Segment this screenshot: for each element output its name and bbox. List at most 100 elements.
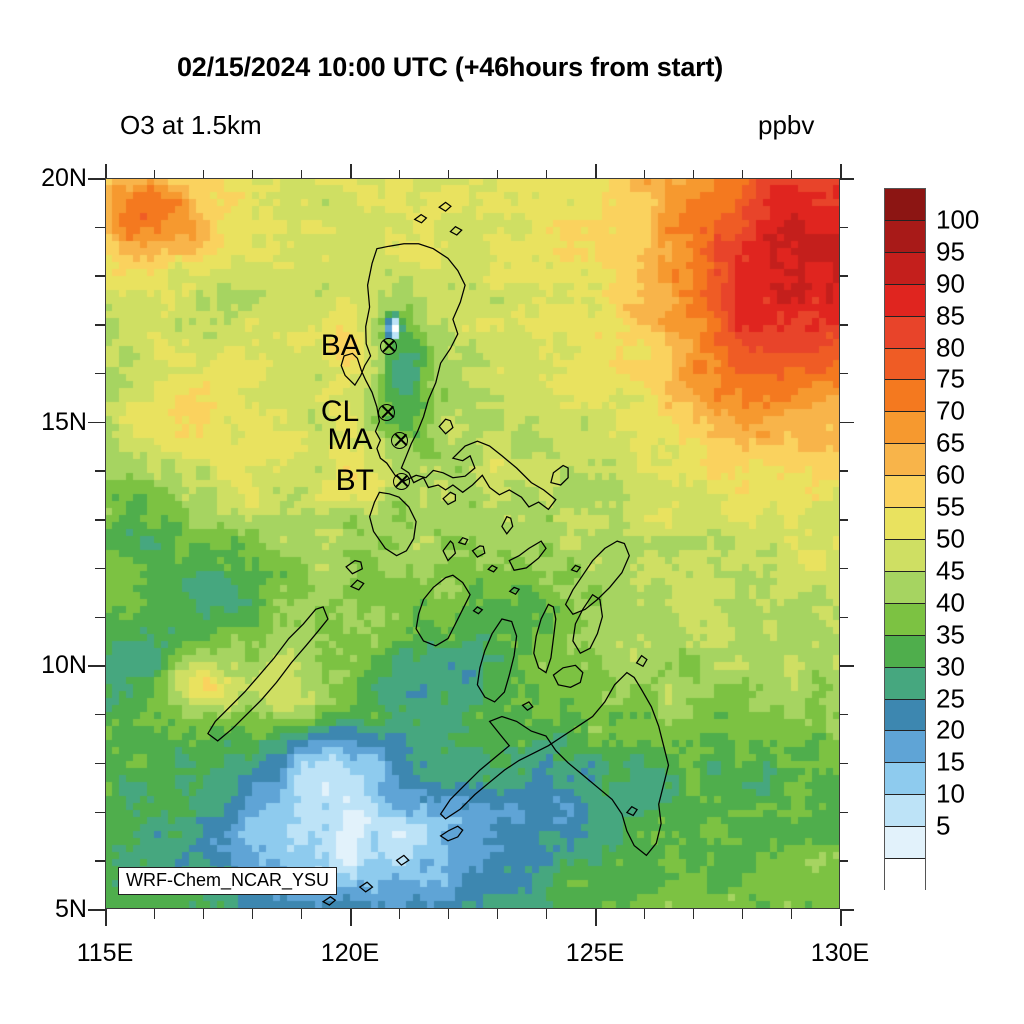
units-label: ppbv [758, 110, 815, 140]
y-tick-right [840, 324, 848, 326]
x-tick-top [742, 170, 744, 178]
y-tick [95, 762, 105, 765]
coastline-path [472, 606, 484, 615]
y-tick [88, 178, 105, 180]
x-tick-top [497, 170, 499, 178]
station-cross-circle-icon [392, 472, 410, 490]
colorbar-tick-label: 40 [936, 587, 965, 618]
coastline-path [501, 515, 514, 535]
colorbar-band [885, 380, 925, 413]
colorbar-tick-label: 65 [936, 427, 965, 458]
x-tick-top [546, 170, 548, 178]
coastline-path [508, 540, 547, 572]
y-tick-right [840, 226, 848, 229]
coastline-path [345, 559, 364, 575]
y-tick [95, 275, 105, 277]
colorbar-band [885, 220, 925, 253]
coastline-path [358, 881, 374, 893]
x-tick [203, 909, 205, 919]
coastline-overlay [207, 201, 670, 906]
x-tick-top [203, 170, 205, 178]
x-tick-top [595, 164, 597, 178]
y-tick [95, 226, 105, 229]
colorbar-tick-label: 85 [936, 300, 965, 331]
colorbar-tick-label: 45 [936, 555, 965, 586]
colorbar-band [885, 571, 925, 604]
colorbar-tick-label: 25 [936, 683, 965, 714]
page-title: 02/15/2024 10:00 UTC (+46hours from star… [176, 52, 724, 82]
colorbar-tick-label: 95 [936, 236, 965, 267]
x-axis-label: 130E [810, 939, 870, 967]
y-tick-right [840, 519, 848, 521]
colorbar-band [885, 635, 925, 668]
colorbar-band [885, 731, 925, 764]
station-code-label: MA [327, 422, 373, 456]
coastline-path [508, 586, 521, 595]
coastline-path [395, 854, 410, 866]
colorbar-tick-label: 50 [936, 523, 965, 554]
x-tick [301, 909, 303, 919]
x-tick [693, 909, 695, 919]
y-tick [95, 860, 105, 862]
x-tick [448, 909, 450, 919]
colorbar-band [885, 348, 925, 381]
coastline-path [439, 671, 670, 857]
model-watermark: WRF-Chem_NCAR_YSU [118, 867, 338, 895]
x-tick [252, 909, 254, 919]
y-tick-right [840, 567, 848, 570]
y-tick-right [840, 714, 848, 716]
coastline-path [572, 593, 604, 655]
x-tick [497, 909, 499, 919]
colorbar-tick-label: 75 [936, 363, 965, 394]
y-tick-right [840, 421, 854, 424]
y-tick [95, 714, 105, 716]
y-tick-right [840, 811, 848, 813]
coastline-path [442, 540, 457, 562]
y-axis-label: 5N [55, 895, 87, 923]
coastline-path [625, 805, 639, 817]
x-tick-top [644, 170, 646, 178]
coastline-path [476, 618, 518, 703]
y-tick [95, 616, 105, 618]
colorbar-band [885, 444, 925, 477]
y-tick [95, 567, 105, 570]
y-tick [95, 372, 105, 375]
map-plot-area[interactable]: BA CL MA BT WRF-Chem_NCAR_YSU [105, 178, 840, 909]
x-tick-top [154, 170, 156, 178]
colorbar-band [885, 189, 925, 221]
ozone-contour-field [105, 178, 840, 909]
x-tick-top [105, 164, 107, 178]
y-tick-right [840, 860, 848, 862]
coastline-path [340, 243, 557, 511]
x-tick [840, 909, 842, 926]
coastline-path [533, 603, 557, 674]
colorbar-band [885, 795, 925, 828]
x-tick-top [448, 170, 450, 178]
colorbar-band [885, 476, 925, 509]
coastline-path [349, 579, 365, 591]
y-tick-right [840, 470, 848, 472]
y-tick-right [840, 275, 848, 277]
coastline-path [552, 664, 584, 688]
coastline-path [449, 225, 463, 236]
x-tick-top [693, 170, 695, 178]
x-tick-top [791, 170, 793, 178]
colorbar-band [885, 859, 925, 891]
y-tick-right [840, 616, 848, 618]
y-tick [88, 665, 105, 667]
station-cross-circle-icon [391, 431, 409, 449]
colorbar-tick-label: 90 [936, 268, 965, 299]
x-tick-top [840, 164, 842, 178]
colorbar-band [885, 763, 925, 796]
y-axis-label: 20N [41, 164, 87, 192]
x-tick-top [252, 170, 254, 178]
x-tick [644, 909, 646, 919]
x-tick [105, 909, 107, 926]
colorbar-tick-label: 70 [936, 395, 965, 426]
coastline-path [471, 545, 486, 558]
coastline-path [570, 564, 582, 573]
coastline-path [439, 825, 464, 842]
colorbar-tick-label: 35 [936, 619, 965, 650]
colorbar-tick-label: 60 [936, 459, 965, 490]
x-tick-top [301, 170, 303, 178]
